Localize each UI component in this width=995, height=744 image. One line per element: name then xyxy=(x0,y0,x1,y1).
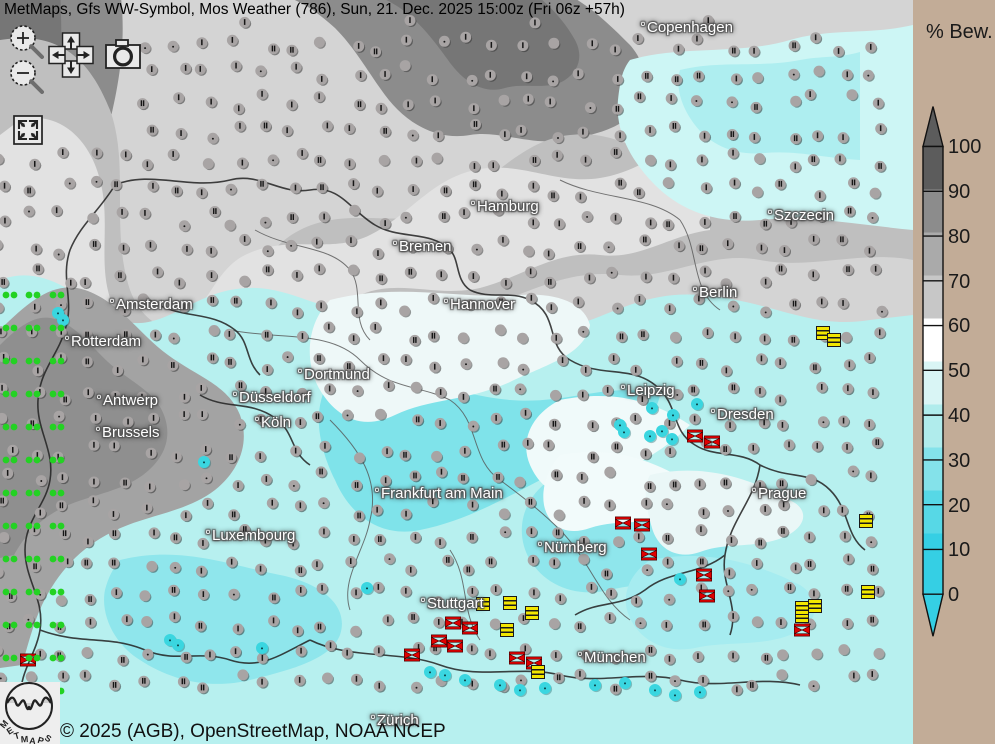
svg-text:S: S xyxy=(43,733,53,744)
svg-text:A: A xyxy=(29,736,37,744)
svg-text:M: M xyxy=(20,734,28,744)
